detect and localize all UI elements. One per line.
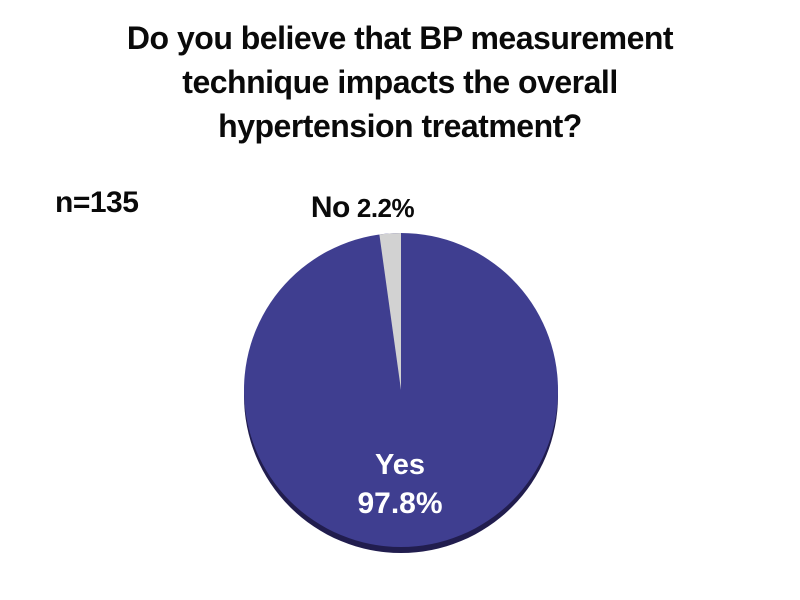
pie-svg — [244, 233, 558, 553]
yes-slice-callout: Yes 97.8% — [300, 451, 500, 519]
title-line-3: hypertension treatment? — [218, 108, 582, 144]
no-slice-label: No — [310, 191, 351, 224]
pie-chart — [231, 224, 571, 569]
sample-size-label: n=135 — [55, 186, 139, 219]
yes-slice-percent: 97.8% — [357, 487, 443, 520]
title-line-2: technique impacts the overall — [182, 64, 618, 100]
no-slice — [379, 233, 401, 390]
title-line-1: Do you believe that BP measurement — [126, 20, 674, 56]
yes-slice-label: Yes — [375, 449, 425, 481]
no-slice-callout: No 2.2% — [250, 191, 475, 225]
no-slice-percent: 2.2% — [356, 193, 415, 223]
page-title: Do you believe that BP measurement techn… — [0, 16, 800, 148]
